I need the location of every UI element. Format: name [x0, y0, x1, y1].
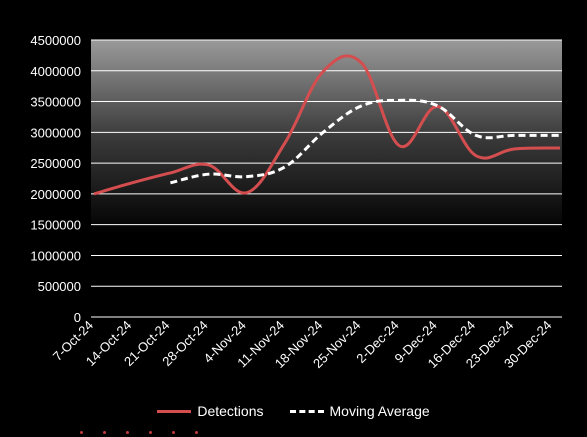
series-lines: [93, 54, 561, 196]
decorative-dot: [172, 431, 175, 434]
decorative-dot: [103, 431, 106, 434]
decorative-dot: [195, 431, 198, 434]
y-tick-label: 4000000: [30, 64, 81, 79]
y-tick-label: 2000000: [30, 187, 81, 202]
legend-label-moving-average: Moving Average: [329, 403, 430, 419]
x-axis-ticks: 7-Oct-2414-Oct-2421-Oct-2428-Oct-244-Nov…: [50, 318, 555, 372]
y-tick-label: 3500000: [30, 95, 81, 110]
detections-line: [93, 54, 561, 196]
decorative-dot: [80, 431, 83, 434]
legend-label-detections: Detections: [197, 403, 264, 419]
y-tick-label: 500000: [38, 279, 81, 294]
y-tick-label: 2500000: [30, 156, 81, 171]
decorative-dot: [126, 431, 129, 434]
y-tick-label: 0: [74, 310, 81, 325]
y-tick-label: 3000000: [30, 125, 81, 140]
decorative-dots: [80, 431, 198, 434]
y-tick-label: 1500000: [30, 218, 81, 233]
gridlines: [91, 39, 562, 318]
y-axis-ticks: 0 500000 1000000 1500000 2000000 2500000 30000…: [30, 33, 81, 325]
legend-item-moving-average: Moving Average: [289, 403, 430, 419]
legend: Detections Moving Average: [0, 400, 587, 422]
plot-area: [91, 40, 562, 317]
decorative-dot: [149, 431, 152, 434]
legend-item-detections: Detections: [157, 403, 264, 419]
y-tick-label: 1000000: [30, 248, 81, 263]
y-tick-label: 4500000: [30, 33, 81, 48]
moving-average-line: [170, 98, 560, 185]
moving-average-swatch: [289, 409, 324, 413]
detections-swatch: [157, 409, 192, 413]
